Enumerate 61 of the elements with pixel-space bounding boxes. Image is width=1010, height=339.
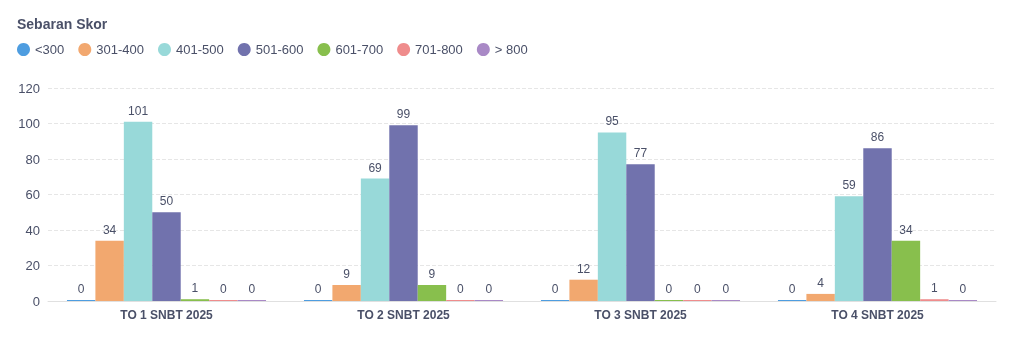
- x-tick-label: TO 1 SNBT 2025: [120, 308, 214, 322]
- bar: [863, 148, 892, 301]
- bar: [152, 212, 181, 301]
- data-label: 0: [248, 282, 256, 296]
- bar: [360, 178, 390, 301]
- legend-label: > 800: [494, 42, 528, 57]
- legend-label: 601-700: [335, 42, 384, 57]
- data-label: 0: [314, 282, 322, 296]
- data-label: 4: [817, 275, 825, 290]
- y-tick-label: 40: [25, 222, 40, 238]
- data-label: 1: [191, 281, 199, 296]
- bar: [389, 125, 418, 301]
- data-label: 12: [576, 261, 591, 276]
- y-tick-label: 80: [25, 151, 40, 167]
- data-label: 9: [343, 267, 351, 282]
- bar: [891, 240, 921, 301]
- bar: [123, 121, 153, 301]
- data-label: 69: [368, 160, 383, 175]
- bar: [569, 279, 598, 301]
- bar: [417, 285, 447, 301]
- data-label: 0: [959, 282, 967, 296]
- data-label: 99: [396, 107, 411, 122]
- legend-label: 701-800: [415, 42, 463, 57]
- data-label: 0: [665, 282, 673, 296]
- x-tick-label: TO 2 SNBT 2025: [357, 308, 451, 322]
- data-label: 86: [870, 130, 885, 145]
- data-label: 95: [605, 114, 620, 129]
- y-tick-label: 120: [18, 80, 40, 96]
- legend-label: 301-400: [96, 42, 144, 57]
- data-label: 101: [128, 103, 149, 118]
- x-tick-label: TO 3 SNBT 2025: [594, 308, 688, 322]
- chart-title: Sebaran Skor: [17, 16, 108, 32]
- data-label: 0: [485, 282, 493, 296]
- bar: [597, 132, 627, 301]
- data-label: 9: [428, 267, 436, 282]
- bar: [626, 164, 655, 301]
- x-tick-label: TO 4 SNBT 2025: [831, 308, 925, 322]
- data-label: 1: [931, 281, 939, 296]
- data-label: 34: [899, 222, 913, 237]
- data-label: 50: [159, 194, 174, 209]
- data-label: 0: [788, 282, 796, 296]
- data-label: 0: [457, 282, 465, 296]
- y-tick-label: 100: [18, 116, 40, 131]
- data-label: 59: [842, 178, 857, 193]
- y-tick-label: 20: [25, 258, 40, 273]
- data-label: 0: [551, 282, 559, 296]
- y-tick-label: 60: [25, 187, 40, 202]
- bar: [834, 196, 864, 301]
- bar: [95, 240, 124, 301]
- data-label: 0: [77, 282, 85, 296]
- y-tick-label: 0: [32, 293, 40, 309]
- data-label: 34: [102, 222, 117, 237]
- data-label: 77: [633, 146, 648, 161]
- bar: [806, 293, 835, 301]
- bar: [332, 285, 361, 301]
- legend-label: 501-600: [255, 42, 304, 57]
- legend-label: 401-500: [175, 42, 224, 57]
- data-label: 0: [694, 282, 702, 296]
- data-label: 0: [722, 282, 730, 296]
- data-label: 0: [220, 282, 228, 296]
- legend-label: <300: [35, 42, 65, 57]
